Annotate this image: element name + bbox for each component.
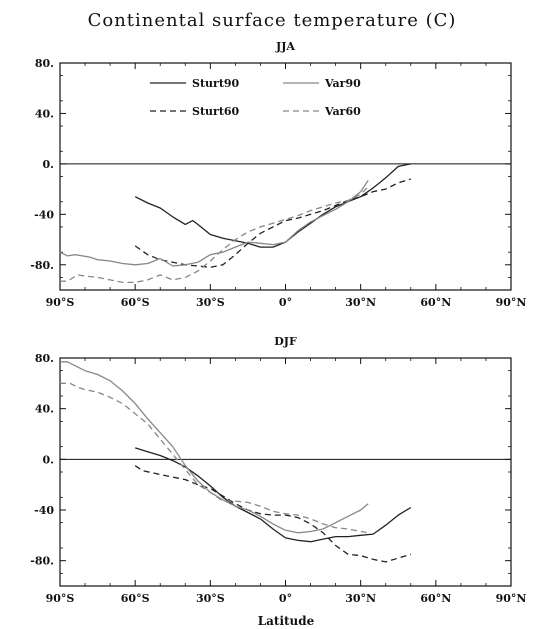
jja-x-tick-label: 60°S [121,296,150,309]
legend-label-sturt60: Sturt60 [192,105,240,118]
djf-y-tick-label: -40 [34,504,54,517]
djf-plot-frame [59,357,512,587]
djf-x-tick-label: 0° [279,592,292,605]
djf-series-sturt90-line [135,447,412,543]
djf-panel: DJF 80. 40. 0. -40 -80. 90°S 60°S 30°S 0° 30°N 60°N… [30,335,526,605]
djf-x-tick-label: 60°S [121,592,150,605]
djf-series-var60-line [60,382,369,534]
jja-x-tick-label: 0° [279,296,292,309]
jja-series-var90-line [59,179,369,267]
jja-panel-title: JJA [275,40,295,53]
jja-series-sturt90-line [134,163,411,248]
jja-panel: JJA 80. 40. 0. -40 -80. 90°S 60°S 30°S 0° 30°N 60°N… [30,40,526,309]
jja-y-tick-label: -80. [30,259,54,272]
jja-y-tick-label: 40. [35,107,54,120]
djf-panel-title: DJF [274,335,297,348]
djf-series-var90-line [60,361,369,534]
jja-series-var60-line [60,186,369,284]
djf-series-sturt60-line [134,465,411,563]
djf-x-tick-label: 60°N [420,592,451,605]
jja-x-tick-label: 90°S [46,296,75,309]
djf-x-tick-label: 90°N [496,592,527,605]
x-axis-label: Latitude [258,614,315,628]
jja-x-tick-label: 90°N [496,296,527,309]
figure-title: Continental surface temperature (C) [88,10,457,31]
legend-label-sturt90: Sturt90 [192,77,240,90]
djf-x-tick-label: 90°S [46,592,75,605]
djf-y-tick-label: 0. [43,453,54,466]
jja-x-tick-label: 60°N [420,296,451,309]
jja-x-tick-label: 30°N [345,296,376,309]
jja-y-tick-label: -40 [34,208,54,221]
djf-y-tick-label: 80. [35,352,54,365]
jja-y-tick-label: 0. [43,158,54,171]
djf-y-tick-label: -80. [30,555,54,568]
jja-series-sturt60-line [134,178,411,268]
jja-x-tick-label: 30°S [196,296,225,309]
jja-y-tick-label: 80. [35,57,54,70]
djf-x-tick-label: 30°N [345,592,376,605]
legend-label-var90: Var90 [324,77,361,90]
djf-y-tick-label: 40. [35,403,54,416]
jja-plot-frame [59,62,512,291]
legend-label-var60: Var60 [324,105,361,118]
djf-x-tick-label: 30°S [196,592,225,605]
